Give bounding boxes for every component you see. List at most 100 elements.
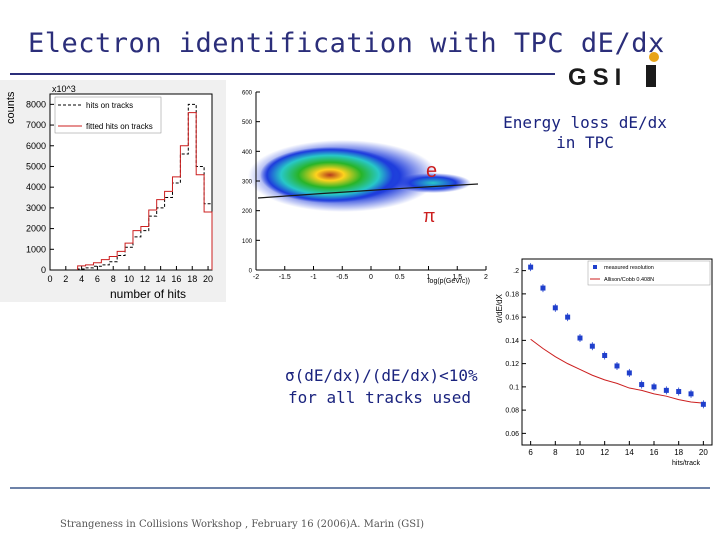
- legend-label-fit: Allison/Cobb 0.408N: [604, 277, 654, 283]
- hist-ytick-label: 2000: [26, 224, 46, 234]
- hist-xtick-label: 6: [95, 274, 100, 284]
- resolution-point: [651, 384, 657, 390]
- resolution-legend: [587, 260, 711, 286]
- resolution-xtick-label: 20: [699, 448, 708, 457]
- heatmap-ytick-label: 500: [242, 120, 253, 126]
- resolution-point: [688, 391, 694, 397]
- hist-ytick-label: 1000: [26, 244, 46, 254]
- heatmap-ytick-label: 100: [242, 239, 253, 245]
- resolution-point: [676, 389, 682, 395]
- heatmap-ytick-label: 200: [242, 209, 253, 215]
- resolution-point: [663, 387, 669, 393]
- footer-author: A. Marin (GSI): [350, 519, 424, 530]
- resolution-point: [700, 401, 706, 407]
- resolution-xtick-label: 14: [625, 448, 634, 457]
- legend-label-measured: measured resolution: [604, 265, 654, 271]
- pion-label: π: [423, 206, 435, 226]
- legend-marker-blue: [593, 265, 597, 269]
- resolution-point: [528, 264, 534, 270]
- resolution-plot: σ/dE/dX 0.06 0.08 0.1 0.12 0.14 0.16 0.18 .2 6 8…: [492, 255, 718, 475]
- resolution-ytick-label: 0.08: [505, 408, 519, 415]
- heatmap-xtick-label: -2: [253, 274, 259, 281]
- footer-rule: [10, 487, 710, 489]
- logo-text: GSI: [568, 64, 627, 90]
- hist-xtick-label: 14: [156, 274, 166, 284]
- heatmap-ytick-label: 600: [242, 91, 253, 97]
- electron-label: e: [426, 160, 437, 182]
- resolution-point: [589, 343, 595, 349]
- hist-multiplier: x10^3: [52, 84, 76, 94]
- energy-loss-label: Energy loss dE/dx in TPC: [490, 113, 680, 153]
- resolution-xtick-label: 8: [553, 448, 558, 457]
- resolution-point: [577, 335, 583, 341]
- resolution-point: [552, 305, 558, 311]
- resolution-ytick-label: 0.14: [505, 338, 519, 345]
- hist-xtick-label: 20: [203, 274, 213, 284]
- resolution-xtick-label: 6: [528, 448, 533, 457]
- resolution-ytick-label: 0.1: [509, 384, 519, 391]
- heatmap-xtick-label: -1: [310, 274, 316, 281]
- hist-xlabel: number of hits: [110, 287, 186, 301]
- hist-ytick-label: 4000: [26, 182, 46, 192]
- hist-ytick-label: 6000: [26, 141, 46, 151]
- heatmap-ytick-label: 400: [242, 150, 253, 156]
- resolution-xtick-label: 12: [600, 448, 609, 457]
- hist-ytick-label: 7000: [26, 120, 46, 130]
- resolution-ytick-label: 0.06: [505, 431, 519, 438]
- hist-series-hits: [77, 103, 213, 270]
- hist-ytick-label: 8000: [26, 99, 46, 109]
- heatmap-ytick-label: 0: [249, 269, 253, 275]
- heatmap-separation-line: [257, 183, 479, 199]
- heatmap-core: [260, 147, 400, 203]
- resolution-ytick-label: 0.16: [505, 315, 519, 322]
- resolution-ylabel: σ/dE/dX: [495, 293, 504, 323]
- hist-xtick-label: 4: [79, 274, 84, 284]
- resolution-xlabel: hits/track: [672, 460, 701, 467]
- hist-ytick-label: 3000: [26, 203, 46, 213]
- resolution-point: [626, 370, 632, 376]
- resolution-statement: σ(dE/dx)/(dE/dx)<10%: [285, 366, 478, 385]
- hist-series-fitted: [77, 112, 213, 270]
- hist-xtick-label: 8: [111, 274, 116, 284]
- resolution-subtext: for all tracks used: [288, 388, 472, 407]
- title-underline: [10, 73, 555, 75]
- resolution-point: [614, 363, 620, 369]
- dedx-heatmap: -2 -1.5 -1 -0.5 0 0.5 1 1.5 2 0 100 200 300 400 500 60…: [228, 80, 498, 300]
- heatmap-xtick-label: -1.5: [279, 274, 291, 281]
- footer-conference: Strangeness in Collisions Workshop , Feb…: [60, 519, 351, 530]
- hist-xtick-label: 18: [187, 274, 197, 284]
- hist-ylabel: counts: [5, 91, 17, 124]
- legend-label-fitted: fitted hits on tracks: [86, 122, 153, 131]
- hist-xtick-label: 12: [140, 274, 150, 284]
- hits-histogram: counts x10^3 0 1000 2000 3000 4000 5000 6000 70…: [0, 80, 226, 302]
- heatmap-ytick-label: 300: [242, 180, 253, 186]
- page-title: Electron identification with TPC dE/dx: [28, 28, 665, 59]
- resolution-point: [602, 352, 608, 358]
- resolution-xtick-label: 16: [650, 448, 659, 457]
- resolution-ytick-label: 0.12: [505, 361, 519, 368]
- heatmap-xtick-label: 1.5: [452, 274, 462, 281]
- heatmap-xtick-label: -0.5: [336, 274, 348, 281]
- logo-dot-icon: [649, 52, 659, 62]
- heatmap-xtick-label: 0: [369, 274, 373, 281]
- resolution-point: [565, 314, 571, 320]
- energy-loss-line1: Energy loss dE/dx: [503, 113, 667, 132]
- resolution-point: [639, 382, 645, 388]
- resolution-ytick-label: 0.18: [505, 291, 519, 298]
- legend-label-hits: hits on tracks: [86, 101, 133, 110]
- gsi-logo: GSI: [564, 52, 664, 90]
- hist-xtick-label: 10: [124, 274, 134, 284]
- heatmap-xtick-label: 2: [484, 274, 488, 281]
- resolution-xtick-label: 18: [674, 448, 683, 457]
- resolution-ytick-label: .2: [513, 268, 519, 275]
- hist-legend: [54, 96, 162, 134]
- energy-loss-line2: in TPC: [556, 133, 614, 152]
- hist-ytick-label: 5000: [26, 161, 46, 171]
- heatmap-xtick-label: 1: [427, 274, 431, 281]
- resolution-xtick-label: 10: [576, 448, 585, 457]
- hist-ytick-label: 0: [41, 265, 46, 275]
- hist-xtick-label: 0: [47, 274, 52, 284]
- hist-xtick-label: 2: [63, 274, 68, 284]
- fit-curve: [530, 338, 704, 404]
- resolution-point: [540, 285, 546, 291]
